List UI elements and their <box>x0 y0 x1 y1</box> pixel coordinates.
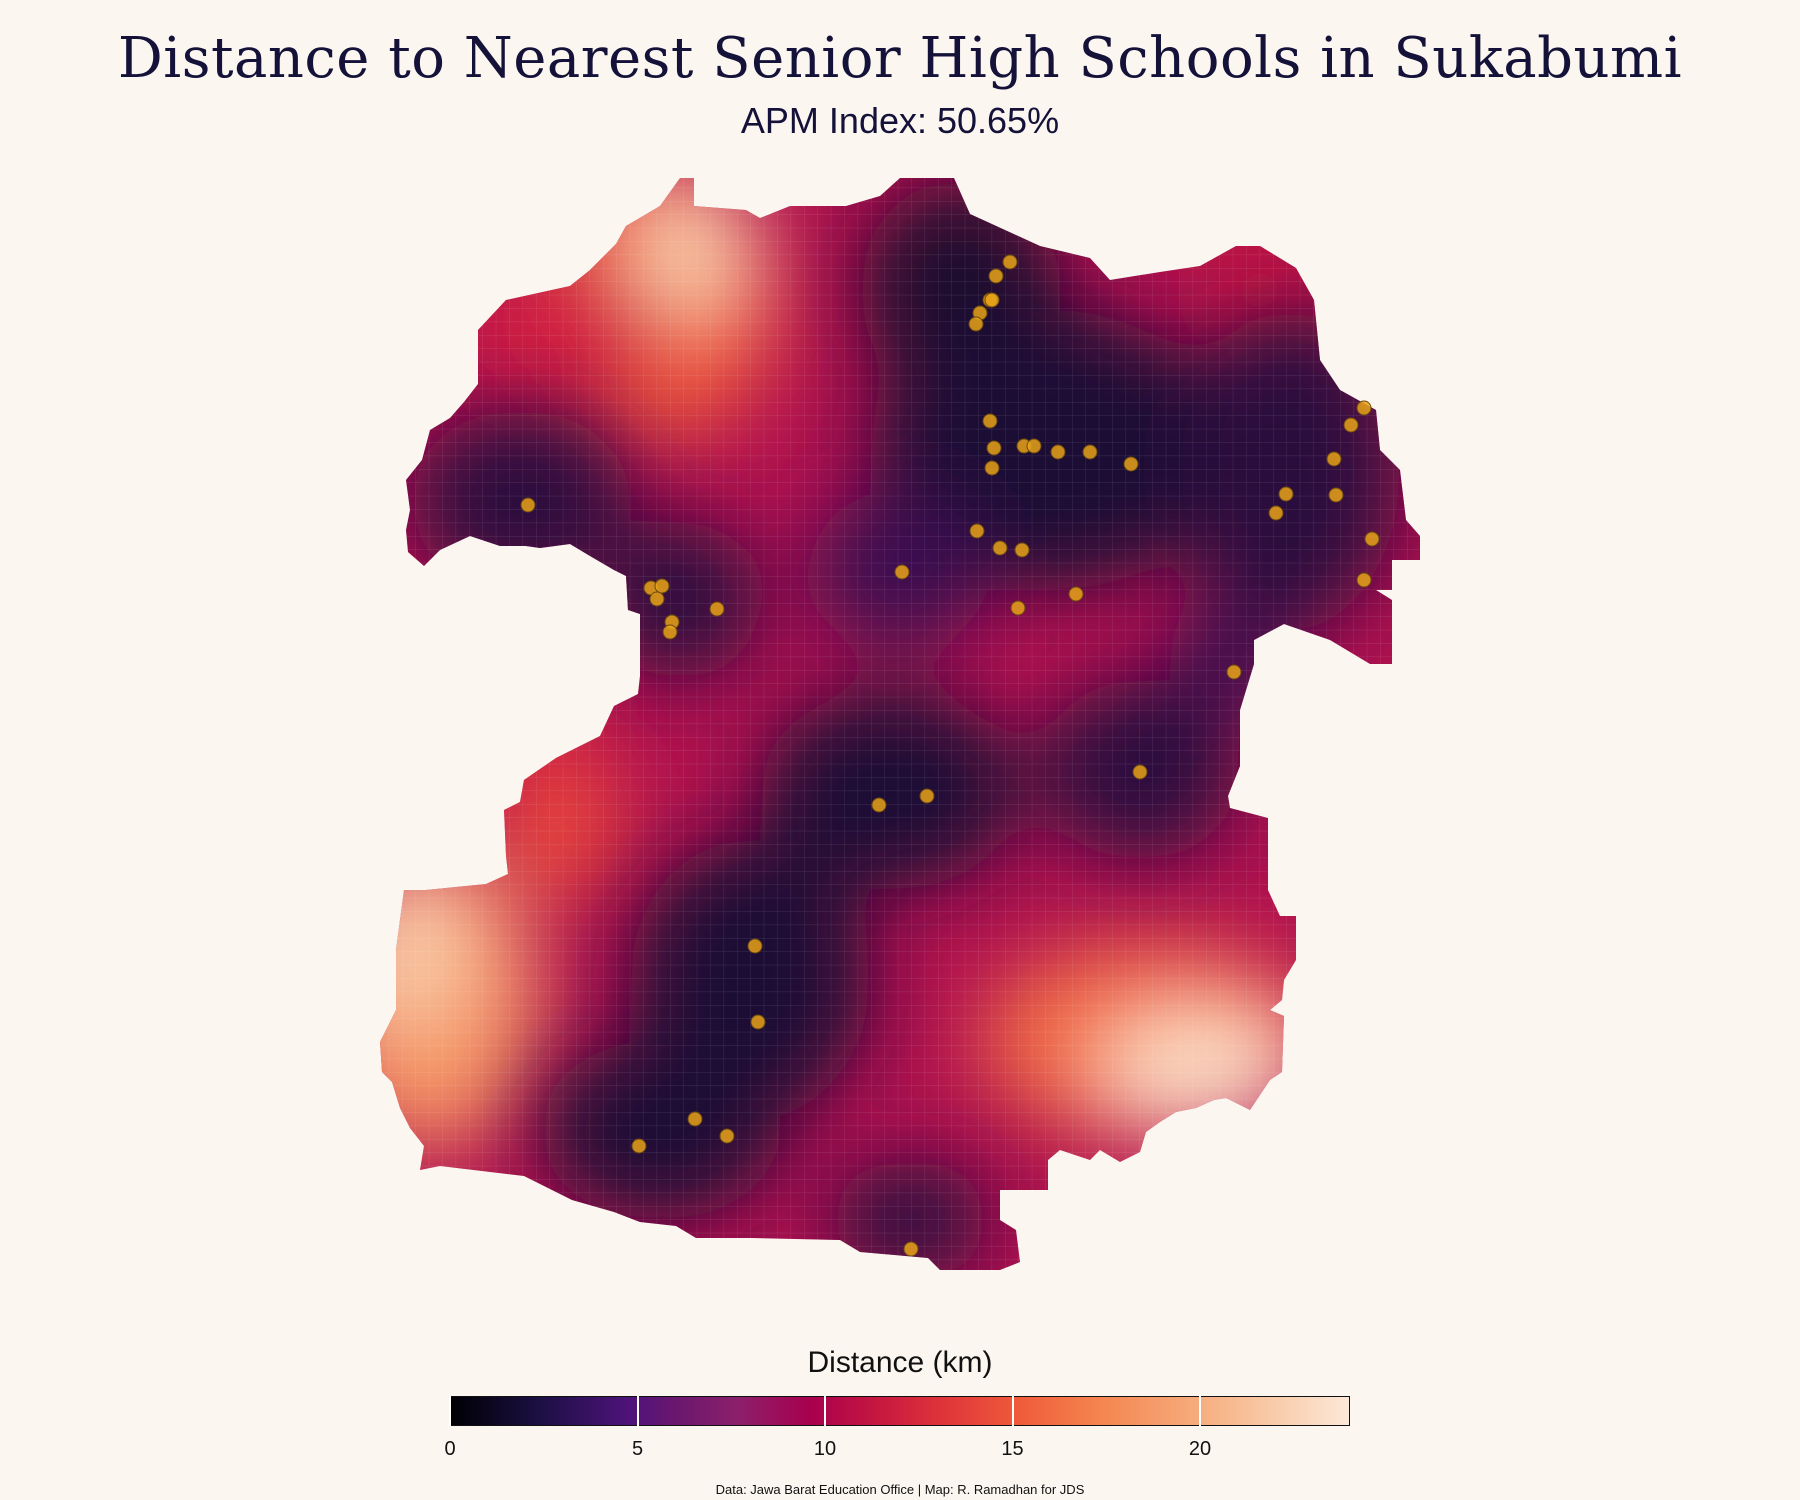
school-marker <box>982 413 998 429</box>
school-markers <box>520 254 1380 1257</box>
school-marker <box>1002 254 1018 270</box>
school-marker <box>520 497 536 513</box>
school-marker <box>719 1128 735 1144</box>
school-marker <box>1010 600 1026 616</box>
legend-tick <box>636 1396 639 1426</box>
legend-colorbar <box>450 1396 1350 1426</box>
school-marker <box>1364 531 1380 547</box>
school-marker <box>992 540 1008 556</box>
legend-tick-label: 10 <box>813 1438 837 1460</box>
school-marker <box>1050 444 1066 460</box>
legend-tick-label: 15 <box>1001 1438 1024 1460</box>
legend-tick-label: 0 <box>444 1438 456 1460</box>
school-marker <box>1343 417 1359 433</box>
map-title: Distance to Nearest Senior High Schools … <box>117 26 1683 91</box>
map-subtitle: APM Index: 50.65% <box>740 100 1060 141</box>
legend-tick <box>449 1396 451 1426</box>
legend-tick <box>1199 1396 1201 1426</box>
legend-tick-label: 20 <box>1188 1438 1212 1460</box>
school-marker <box>1014 542 1030 558</box>
school-marker <box>1026 438 1042 454</box>
school-marker <box>687 1111 703 1127</box>
school-marker <box>649 591 665 607</box>
school-marker <box>631 1138 647 1154</box>
legend-title: Distance (km) <box>807 1346 993 1379</box>
school-marker <box>919 788 935 804</box>
school-marker <box>984 460 1000 476</box>
school-marker <box>969 523 985 539</box>
school-marker <box>654 578 670 594</box>
school-marker <box>709 601 725 617</box>
school-marker <box>1356 572 1372 588</box>
school-marker <box>1326 451 1342 467</box>
legend-tick-label: 5 <box>631 1438 644 1460</box>
school-marker <box>1123 456 1139 472</box>
source-caption: Data: Jawa Barat Education Office | Map:… <box>715 1482 1085 1497</box>
school-marker <box>1132 764 1148 780</box>
school-marker <box>968 316 984 332</box>
school-marker <box>750 1014 766 1030</box>
school-marker <box>871 797 887 813</box>
school-marker <box>1068 586 1084 602</box>
legend-tick <box>824 1396 826 1426</box>
school-marker <box>988 268 1004 284</box>
school-marker <box>903 1241 919 1257</box>
school-marker <box>1356 400 1372 416</box>
school-marker <box>1082 444 1098 460</box>
school-marker <box>984 292 1000 308</box>
school-marker <box>747 938 763 954</box>
school-marker <box>1226 664 1242 680</box>
school-marker <box>1268 505 1284 521</box>
legend-tick <box>1011 1396 1014 1426</box>
school-marker <box>894 564 910 580</box>
school-marker <box>1328 487 1344 503</box>
school-marker <box>1278 486 1294 502</box>
school-marker <box>662 624 678 640</box>
school-marker <box>986 440 1002 456</box>
distance-heatmap <box>380 178 1420 1270</box>
